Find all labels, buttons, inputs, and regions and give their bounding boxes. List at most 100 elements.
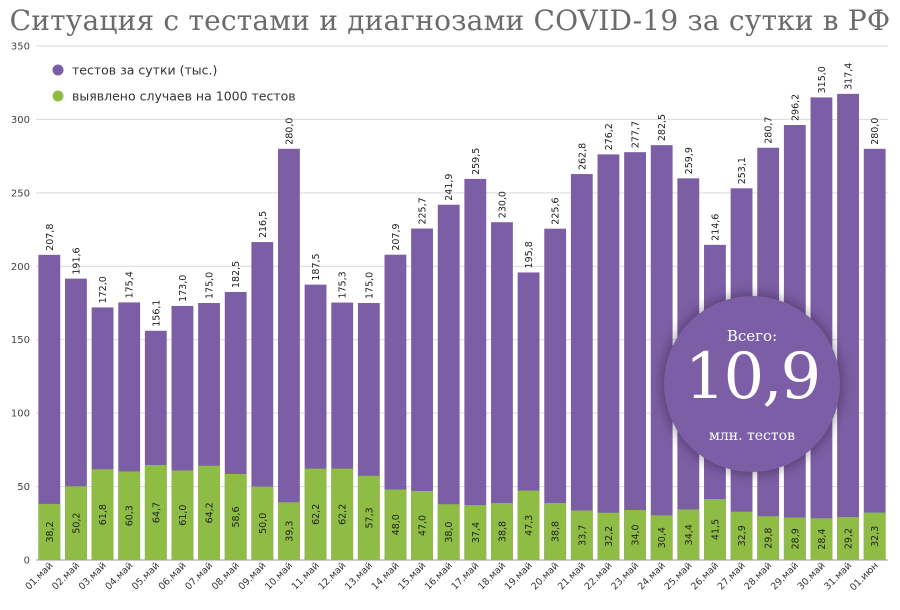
tests-value-label: 172,0 bbox=[98, 276, 109, 303]
x-tick-label: 08.май bbox=[210, 560, 242, 592]
tests-value-label: 214,6 bbox=[710, 214, 721, 241]
tests-value-label: 195,8 bbox=[524, 241, 535, 268]
bar-tests bbox=[837, 93, 859, 560]
x-tick-label: 14.май bbox=[370, 560, 402, 592]
bar-cases bbox=[357, 475, 380, 560]
bar-cases bbox=[704, 499, 726, 560]
bar-tests bbox=[437, 204, 460, 561]
cases-value-label: 30,4 bbox=[657, 527, 668, 548]
x-tick-label: 21.май bbox=[556, 560, 588, 592]
bar-cases bbox=[118, 471, 141, 560]
cases-value-label: 64,2 bbox=[205, 502, 216, 523]
total-tests-badge: Всего: 10,9 млн. тестов bbox=[664, 296, 840, 472]
bar-tests bbox=[38, 254, 61, 560]
x-tick-label: 27.май bbox=[716, 560, 748, 592]
bar-cases bbox=[464, 505, 487, 560]
x-tick-label: 01.июн bbox=[848, 560, 881, 593]
tests-value-label: 277,7 bbox=[631, 121, 642, 148]
bar-tests bbox=[517, 272, 540, 560]
y-tick-label: 300 bbox=[11, 115, 30, 126]
cases-value-label: 57,3 bbox=[364, 507, 375, 528]
cases-value-label: 58,6 bbox=[231, 506, 242, 527]
cases-value-label: 61,0 bbox=[178, 505, 189, 526]
tests-value-label: 282,5 bbox=[657, 114, 668, 141]
x-tick-label: 03.май bbox=[77, 560, 109, 592]
y-tick-label: 150 bbox=[11, 335, 30, 346]
bar-cases bbox=[570, 510, 593, 560]
cases-value-label: 39,3 bbox=[284, 521, 295, 542]
tests-value-label: 280,0 bbox=[870, 118, 881, 145]
bar-cases bbox=[650, 515, 673, 560]
x-tick-label: 18.май bbox=[476, 560, 508, 592]
bar-tests bbox=[384, 254, 407, 560]
bar-cases bbox=[491, 503, 513, 560]
cases-value-label: 34,0 bbox=[631, 524, 642, 545]
x-tick-label: 30.май bbox=[796, 560, 828, 592]
tests-value-label: 259,5 bbox=[471, 148, 482, 175]
tests-value-label: 253,1 bbox=[737, 157, 748, 184]
x-tick-label: 25.май bbox=[662, 560, 694, 592]
tests-value-label: 156,1 bbox=[151, 300, 162, 327]
value-labels: 207,8 38,2 191,6 50,2 172,0 61,8 175,4 60,3 156,… bbox=[45, 63, 881, 550]
bar-cases bbox=[144, 464, 167, 560]
bar-tests bbox=[650, 145, 673, 560]
tests-value-label: 296,2 bbox=[790, 94, 801, 121]
x-tick-label: 17.май bbox=[449, 560, 481, 592]
tests-value-label: 230,0 bbox=[497, 191, 508, 218]
x-tick-label: 22.май bbox=[583, 560, 615, 592]
cases-value-label: 60,3 bbox=[125, 505, 136, 526]
badge-caption-bottom: млн. тестов bbox=[709, 428, 795, 444]
legend-marker bbox=[52, 64, 64, 76]
tests-value-label: 191,6 bbox=[71, 247, 82, 274]
bar-tests bbox=[251, 242, 274, 560]
cases-value-label: 50,2 bbox=[71, 513, 82, 534]
x-tick-label: 26.май bbox=[689, 560, 721, 592]
cases-value-label: 33,7 bbox=[577, 525, 588, 546]
tests-value-label: 280,0 bbox=[284, 118, 295, 145]
bar-cases bbox=[251, 486, 274, 560]
bar-tests bbox=[544, 228, 567, 560]
y-tick-label: 100 bbox=[11, 409, 30, 420]
bar-cases bbox=[384, 489, 407, 560]
x-axis: 01.май02.май03.май04.май05.май06.май07.м… bbox=[23, 560, 880, 593]
tests-value-label: 280,7 bbox=[764, 117, 775, 144]
x-tick-label: 12.май bbox=[316, 560, 348, 592]
bar-cases bbox=[38, 503, 61, 560]
cases-value-label: 41,5 bbox=[710, 519, 721, 540]
bar-cases bbox=[331, 468, 354, 560]
tests-value-label: 207,9 bbox=[391, 223, 402, 250]
cases-value-label: 61,8 bbox=[98, 504, 109, 525]
legend: тестов за сутки (тыс.) выявлено случаев н… bbox=[52, 63, 296, 104]
cases-value-label: 38,2 bbox=[45, 521, 56, 542]
chart-title: Ситуация с тестами и диагнозами COVID-19… bbox=[9, 4, 891, 37]
y-tick-label: 0 bbox=[24, 556, 30, 567]
legend-label: тестов за сутки (тыс.) bbox=[72, 63, 217, 78]
cases-value-label: 28,4 bbox=[817, 529, 828, 550]
x-tick-label: 13.май bbox=[343, 560, 375, 592]
tests-value-label: 259,9 bbox=[684, 147, 695, 174]
tests-value-label: 225,7 bbox=[418, 197, 429, 224]
bar-cases bbox=[304, 468, 327, 560]
cases-value-label: 28,9 bbox=[790, 528, 801, 549]
y-tick-label: 200 bbox=[11, 262, 30, 273]
bar-cases bbox=[65, 486, 87, 560]
bar-cases bbox=[224, 473, 247, 560]
tests-value-label: 262,8 bbox=[577, 143, 588, 170]
bar-tests bbox=[597, 154, 620, 561]
x-tick-label: 23.май bbox=[609, 560, 641, 592]
x-tick-label: 06.май bbox=[157, 560, 189, 592]
bar-tests bbox=[624, 152, 646, 560]
bar-cases bbox=[757, 516, 780, 560]
badge-caption-top: Всего: bbox=[726, 327, 778, 345]
tests-value-label: 182,5 bbox=[231, 261, 242, 288]
cases-value-label: 62,2 bbox=[311, 504, 322, 525]
bar-cases bbox=[677, 509, 700, 560]
cases-value-label: 47,3 bbox=[524, 515, 535, 536]
bar-cases bbox=[437, 504, 460, 560]
x-tick-label: 19.май bbox=[503, 560, 535, 592]
x-tick-label: 20.май bbox=[529, 560, 561, 592]
tests-value-label: 207,8 bbox=[45, 224, 56, 251]
cases-value-label: 38,8 bbox=[551, 521, 562, 542]
tests-value-label: 173,0 bbox=[178, 275, 189, 302]
bar-tests bbox=[570, 174, 593, 560]
